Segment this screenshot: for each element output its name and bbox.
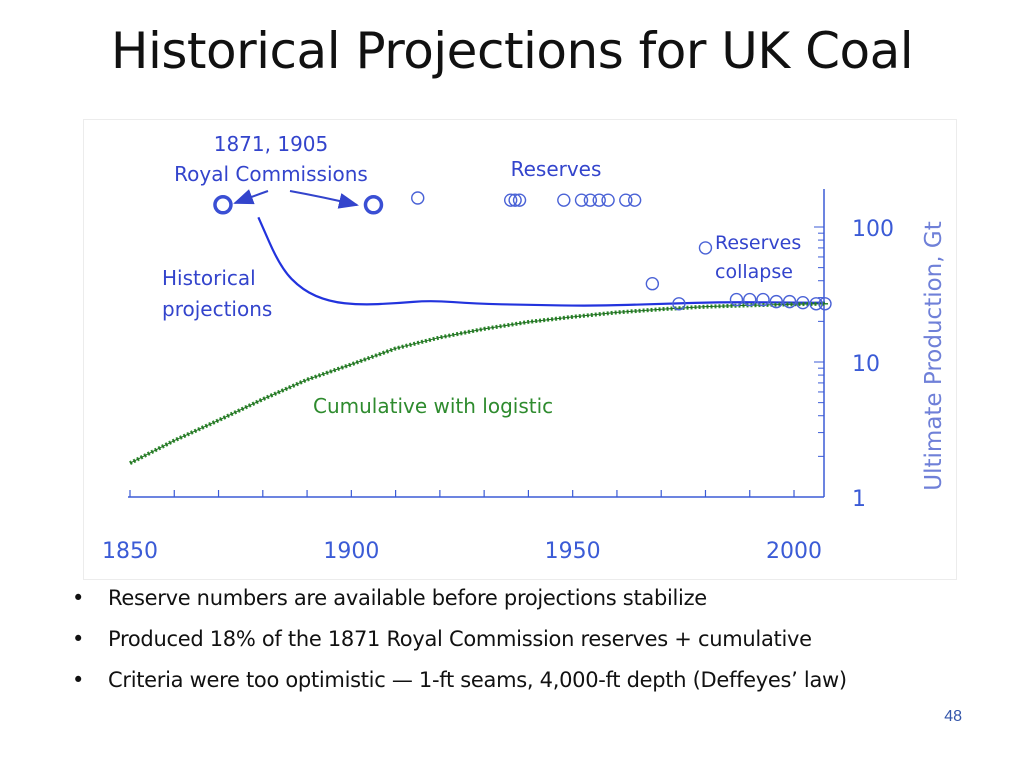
lines-layer	[129, 216, 828, 465]
x-tick-label: 1850	[102, 539, 158, 564]
y-tick-label: 1	[852, 487, 866, 512]
y-tick-label: 10	[852, 352, 880, 377]
cumulative-logistic-core	[129, 303, 826, 464]
arrow-to-1871	[233, 189, 269, 205]
reserve-point	[619, 193, 633, 207]
bullet-item: • Criteria were too optimistic — 1-ft sea…	[70, 660, 990, 701]
chart: 1850 1900 1950 2000 1 10 100 Ultimate Productio…	[102, 132, 947, 564]
bullet-item: • Reserve numbers are available before pr…	[70, 578, 990, 619]
bullet-text: Reserve numbers are available before pro…	[108, 586, 707, 610]
reserve-point	[756, 292, 770, 307]
reserve-point	[729, 292, 744, 307]
reserve-point	[508, 193, 522, 207]
reserve-point	[743, 292, 757, 307]
annotation-layer: 1871, 1905 Royal Commissions Reserves Reser…	[162, 132, 801, 418]
reserve-point	[574, 193, 589, 207]
reserve-point	[809, 297, 823, 311]
reserve-point	[512, 193, 527, 207]
annotation-royal-commissions: 1871, 1905 Royal Commissions	[174, 132, 368, 186]
x-tick-label: 1950	[545, 539, 601, 564]
annotation-reserves: Reserves	[511, 157, 602, 181]
reserve-point	[627, 193, 642, 207]
reserve-point	[504, 193, 518, 207]
slide-title: Historical Projections for UK Coal	[110, 22, 914, 80]
bullet-icon: •	[72, 668, 85, 692]
bullet-text: Criteria were too optimistic — 1-ft seam…	[108, 668, 847, 692]
annotation-historical-projections: Historical projections	[162, 266, 272, 321]
x-tick-label: 1900	[323, 539, 379, 564]
reserve-point	[557, 193, 571, 207]
royal-commission-point	[213, 195, 233, 215]
axis-layer: 1850 1900 1950 2000 1 10 100 Ultimate Productio…	[102, 189, 947, 564]
bullet-text: Produced 18% of the 1871 Royal Commissio…	[108, 627, 812, 651]
reserve-point	[698, 241, 713, 255]
x-tick-label: 2000	[766, 539, 822, 564]
bullet-item: • Produced 18% of the 1871 Royal Commissi…	[70, 619, 990, 660]
historical-projections-line	[257, 216, 825, 307]
reserve-point	[411, 191, 425, 205]
y-axis-label: Ultimate Production, Gt	[921, 221, 947, 490]
page-number: 48	[944, 708, 962, 725]
bullet-icon: •	[72, 627, 85, 651]
royal-commission-point	[363, 195, 384, 215]
reserve-point	[782, 294, 797, 309]
reserve-point	[672, 297, 686, 311]
reserve-point	[601, 193, 615, 207]
cumulative-logistic-line	[129, 301, 826, 465]
reserve-point	[645, 277, 660, 291]
reserve-point	[592, 193, 606, 207]
reserve-point	[769, 294, 784, 309]
arrow-to-1905	[289, 190, 359, 209]
reserve-point	[583, 193, 598, 207]
reserve-point	[818, 297, 832, 311]
reserve-point	[796, 295, 810, 310]
bullet-icon: •	[72, 586, 85, 610]
annotation-cumulative-logistic: Cumulative with logistic	[313, 394, 553, 418]
y-tick-label: 100	[852, 217, 894, 242]
points-layer	[213, 191, 832, 311]
bullet-list: • Reserve numbers are available before pr…	[70, 578, 990, 701]
annotation-reserves-collapse: Reserves collapse	[715, 232, 801, 283]
